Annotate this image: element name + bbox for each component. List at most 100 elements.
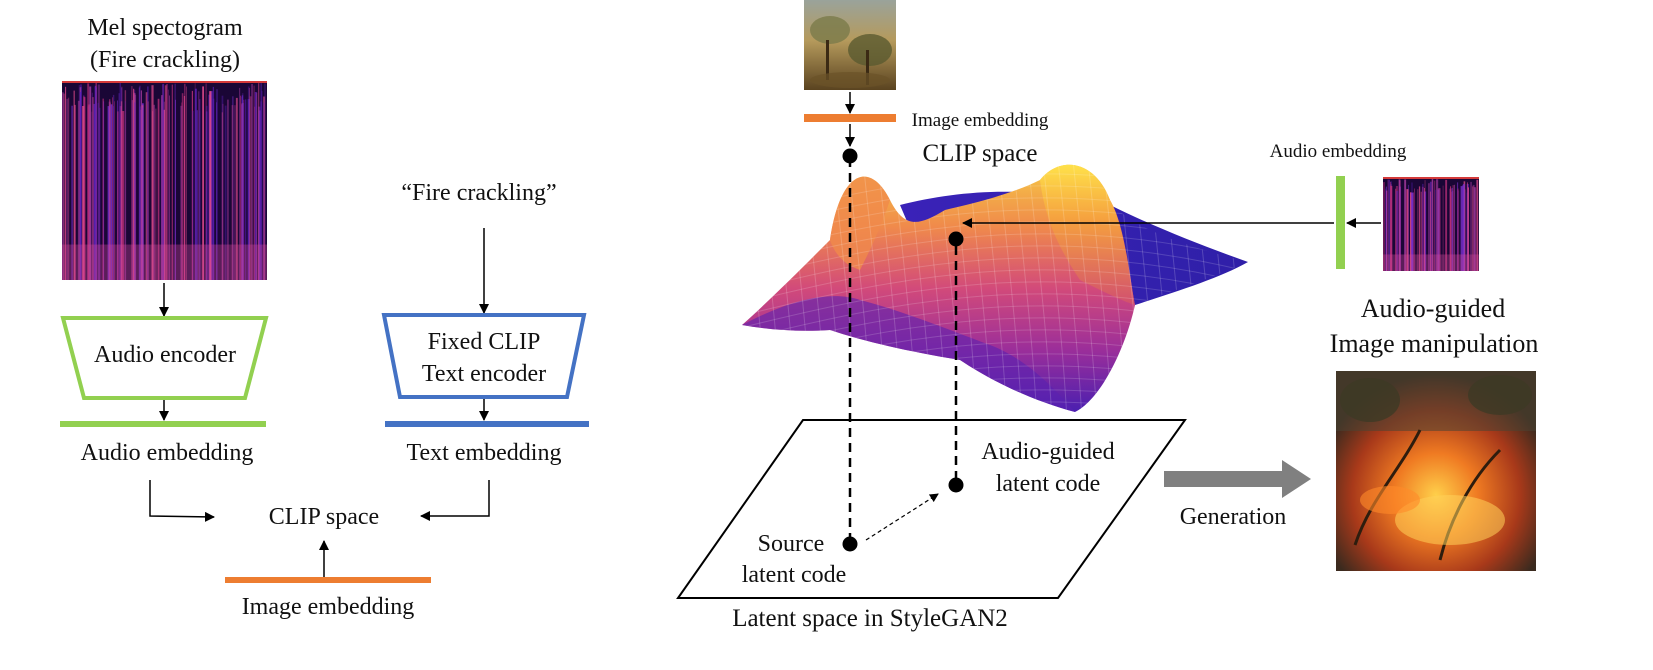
spectrogram-stripe xyxy=(234,105,236,280)
spectrogram-stripe xyxy=(247,86,250,280)
spectrogram-stripe xyxy=(164,85,167,280)
spectrogram-stripe xyxy=(153,104,155,280)
result-title-line2: Image manipulation xyxy=(1330,329,1539,358)
spectrogram-stripe xyxy=(119,83,121,280)
generation-label: Generation xyxy=(1180,504,1287,530)
spectrogram-stripe xyxy=(1420,191,1422,271)
mesh-line xyxy=(742,269,1248,317)
mesh-line xyxy=(742,257,1248,305)
latent-shift-arrow xyxy=(865,493,939,541)
mel-title-line1: Mel spectogram xyxy=(87,15,243,41)
spectrogram-stripe xyxy=(175,99,176,280)
spectrogram-stripe xyxy=(140,90,142,281)
clip-image-point xyxy=(842,148,858,164)
spectrogram-stripe xyxy=(212,98,215,280)
spectrogram-stripe xyxy=(1390,182,1391,271)
spectrogram-stripe xyxy=(260,83,262,280)
spectrogram-stripe xyxy=(1388,179,1390,271)
spectrogram-stripe xyxy=(253,85,255,280)
generation-arrow xyxy=(1164,460,1311,498)
spectrogram-low-band xyxy=(1383,254,1479,271)
spectrogram-stripe xyxy=(216,89,218,280)
clip-audio-point xyxy=(948,231,964,247)
spectrogram-stripe xyxy=(113,106,114,280)
spectrogram-stripe xyxy=(224,105,227,280)
spectrogram-stripe xyxy=(138,87,140,281)
spectrogram-stripe xyxy=(63,93,65,280)
audio-guided-label-line2: latent code xyxy=(996,471,1101,497)
spectrogram-stripe xyxy=(62,92,64,280)
spectrogram-stripe xyxy=(89,86,92,280)
spectrogram-stripe xyxy=(1383,182,1384,271)
spectrogram-stripe xyxy=(147,101,149,281)
spectrogram-stripes xyxy=(62,83,267,281)
spectrogram-stripe xyxy=(1467,187,1469,271)
clip-space-label-right: CLIP space xyxy=(922,140,1037,167)
spectrogram-stripe xyxy=(134,94,137,281)
audio-embedding-bar xyxy=(60,421,266,427)
spectrogram-stripe xyxy=(120,101,123,280)
spectrogram-stripe xyxy=(249,96,252,280)
spectrogram-stripe xyxy=(1423,191,1427,271)
spectrogram-stripe xyxy=(1457,189,1459,271)
spectrogram-stripe xyxy=(74,104,76,281)
spectrogram-stripe xyxy=(1385,188,1386,271)
arrow-text-emb-to-clip xyxy=(420,480,490,521)
spectrogram-stripe xyxy=(184,83,186,280)
spectrogram-stripe xyxy=(1396,190,1399,271)
spectrogram-stripe xyxy=(205,111,208,281)
mesh-line xyxy=(1056,164,1083,412)
spectrogram-stripe xyxy=(82,106,85,280)
mesh-line xyxy=(1252,150,1277,420)
spectrogram-stripe xyxy=(163,101,165,280)
spectrogram-stripe xyxy=(1451,187,1453,271)
spectrogram-stripe xyxy=(1437,188,1440,271)
spectrogram-stripe xyxy=(1436,179,1439,271)
spectrogram-stripe xyxy=(117,111,119,281)
spectrogram-stripe xyxy=(263,96,266,280)
spectrogram-stripe xyxy=(1383,182,1385,271)
spectrogram-stripe xyxy=(65,86,67,280)
audio-embedding-label-right: Audio embedding xyxy=(1270,141,1407,162)
spectrogram-stripe xyxy=(167,89,169,280)
spectrogram-stripe xyxy=(147,86,149,281)
spectrogram-stripe xyxy=(1476,179,1479,271)
source-label-line1: Source xyxy=(758,531,825,557)
spectrogram-stripe xyxy=(93,103,96,281)
mesh-line xyxy=(1071,164,1098,412)
spectrogram-stripe xyxy=(1422,183,1424,271)
spectrogram-stripe xyxy=(1413,192,1414,271)
spectrogram-stripe xyxy=(192,110,194,280)
audio-encoder-box xyxy=(60,316,269,400)
latent-space-label: Latent space in StyleGAN2 xyxy=(732,605,1008,632)
result-painting xyxy=(1336,371,1536,571)
spectrogram-stripe xyxy=(198,91,200,280)
image-embedding-bar-right xyxy=(804,114,896,122)
spectrogram-stripe xyxy=(1458,190,1460,271)
mel-spectrogram-large xyxy=(62,81,267,281)
right-panel: Image embedding CLIP space Source latent… xyxy=(676,0,1539,632)
spectrogram-stripe xyxy=(124,101,126,280)
mesh-line xyxy=(742,281,1248,329)
audio-guided-label-line1: Audio-guided xyxy=(981,439,1114,465)
spectrogram-stripe xyxy=(239,87,241,281)
spectrogram-stripes-small xyxy=(1383,179,1479,271)
spectrogram-low-band xyxy=(62,244,267,280)
spectrogram-stripe xyxy=(155,108,157,280)
spectrogram-stripe xyxy=(1385,186,1387,271)
spectrogram-stripe xyxy=(66,98,69,281)
spectrogram-stripe xyxy=(1414,188,1415,271)
spectrogram-stripe xyxy=(1439,188,1441,271)
spectrogram-stripe xyxy=(1451,191,1453,271)
spectrogram-stripe xyxy=(1474,187,1476,271)
mesh-line xyxy=(1267,150,1292,420)
spectrogram-stripe xyxy=(202,86,204,281)
spectrogram-stripe xyxy=(1424,188,1425,271)
spectrogram-stripe xyxy=(1408,184,1409,271)
spectrogram-stripe xyxy=(1445,179,1448,271)
spectrogram-stripe xyxy=(139,106,141,281)
surface-front-skirt xyxy=(742,296,1075,412)
text-encoder-box xyxy=(381,313,587,399)
image-embedding-label-right: Image embedding xyxy=(912,110,1049,131)
